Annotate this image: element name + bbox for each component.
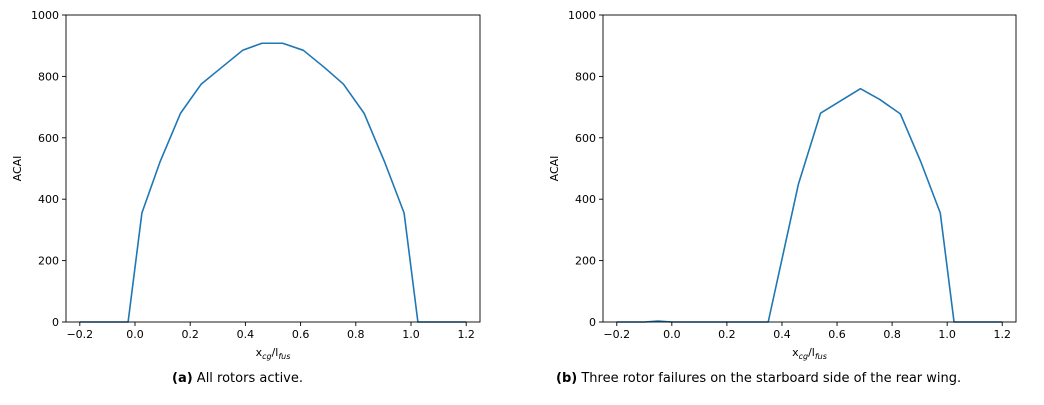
x-tick-label: −0.2 xyxy=(66,328,93,341)
axes-frame xyxy=(65,14,481,323)
x-tick-label: 0.6 xyxy=(292,328,310,341)
x-tick-label: 1.2 xyxy=(457,328,475,341)
x-axis-label-part: x xyxy=(792,346,799,359)
y-axis-label: ACAI xyxy=(11,156,24,182)
axes-frame xyxy=(602,14,1017,323)
y-tick-label: 0 xyxy=(589,316,596,329)
y-tick-label: 0 xyxy=(52,316,59,329)
x-tick-label: 0.6 xyxy=(828,328,846,341)
y-tick-label: 1000 xyxy=(31,9,59,22)
x-axis-label: xcg/lfus xyxy=(256,346,291,361)
y-axis-label: ACAI xyxy=(548,156,561,182)
x-tick-label: 1.0 xyxy=(938,328,956,341)
x-axis-label-part: fus xyxy=(278,352,290,361)
caption-b-text: Three rotor failures on the starboard si… xyxy=(581,371,962,386)
x-axis-label-part: /l xyxy=(272,346,279,359)
x-tick-label: 0.8 xyxy=(883,328,901,341)
chart-panel-a: −0.2 0.0 0.2 0.4 0.6 0.8 1.0 1.2 0 200 400 600 800 10… xyxy=(11,9,481,361)
caption-b: (b) Three rotor failures on the starboar… xyxy=(556,371,961,386)
x-tick-label: 0.2 xyxy=(718,328,736,341)
caption-b-tag: (b) xyxy=(556,371,578,386)
x-tick-label: 1.0 xyxy=(402,328,420,341)
x-axis-label-part: fus xyxy=(815,352,827,361)
caption-a-tag: (a) xyxy=(172,371,193,386)
y-tick-label: 400 xyxy=(38,193,59,206)
x-axis-label-part: /l xyxy=(808,346,815,359)
y-tick-label: 600 xyxy=(575,132,596,145)
y-tick-label: 800 xyxy=(38,70,59,83)
x-axis-label-part: x xyxy=(256,346,263,359)
y-tick-label: 400 xyxy=(575,193,596,206)
x-tick-label: 0.4 xyxy=(773,328,791,341)
chart-panel-b: −0.2 0.0 0.2 0.4 0.6 0.8 1.0 1.2 0 200 400 600 800 10… xyxy=(548,9,1017,361)
x-tick-label: 0.4 xyxy=(237,328,255,341)
x-tick-label: 0.0 xyxy=(663,328,681,341)
y-tick-label: 200 xyxy=(38,255,59,268)
y-tick-label: 800 xyxy=(575,70,596,83)
x-axis-label: xcg/lfus xyxy=(792,346,827,361)
y-tick-label: 1000 xyxy=(568,9,596,22)
x-tick-label: 1.2 xyxy=(993,328,1011,341)
x-tick-label: 0.8 xyxy=(347,328,365,341)
y-tick-label: 200 xyxy=(575,255,596,268)
series-line xyxy=(616,87,1003,323)
caption-a-text: All rotors active. xyxy=(196,371,304,386)
x-axis-label-part: cg xyxy=(799,352,808,361)
x-tick-label: 0.0 xyxy=(126,328,144,341)
caption-a: (a) All rotors active. xyxy=(172,371,303,386)
x-tick-label: −0.2 xyxy=(603,328,630,341)
x-axis-label-part: cg xyxy=(262,352,271,361)
y-tick-label: 600 xyxy=(38,132,59,145)
x-tick-label: 0.2 xyxy=(181,328,199,341)
series-line xyxy=(79,42,467,323)
